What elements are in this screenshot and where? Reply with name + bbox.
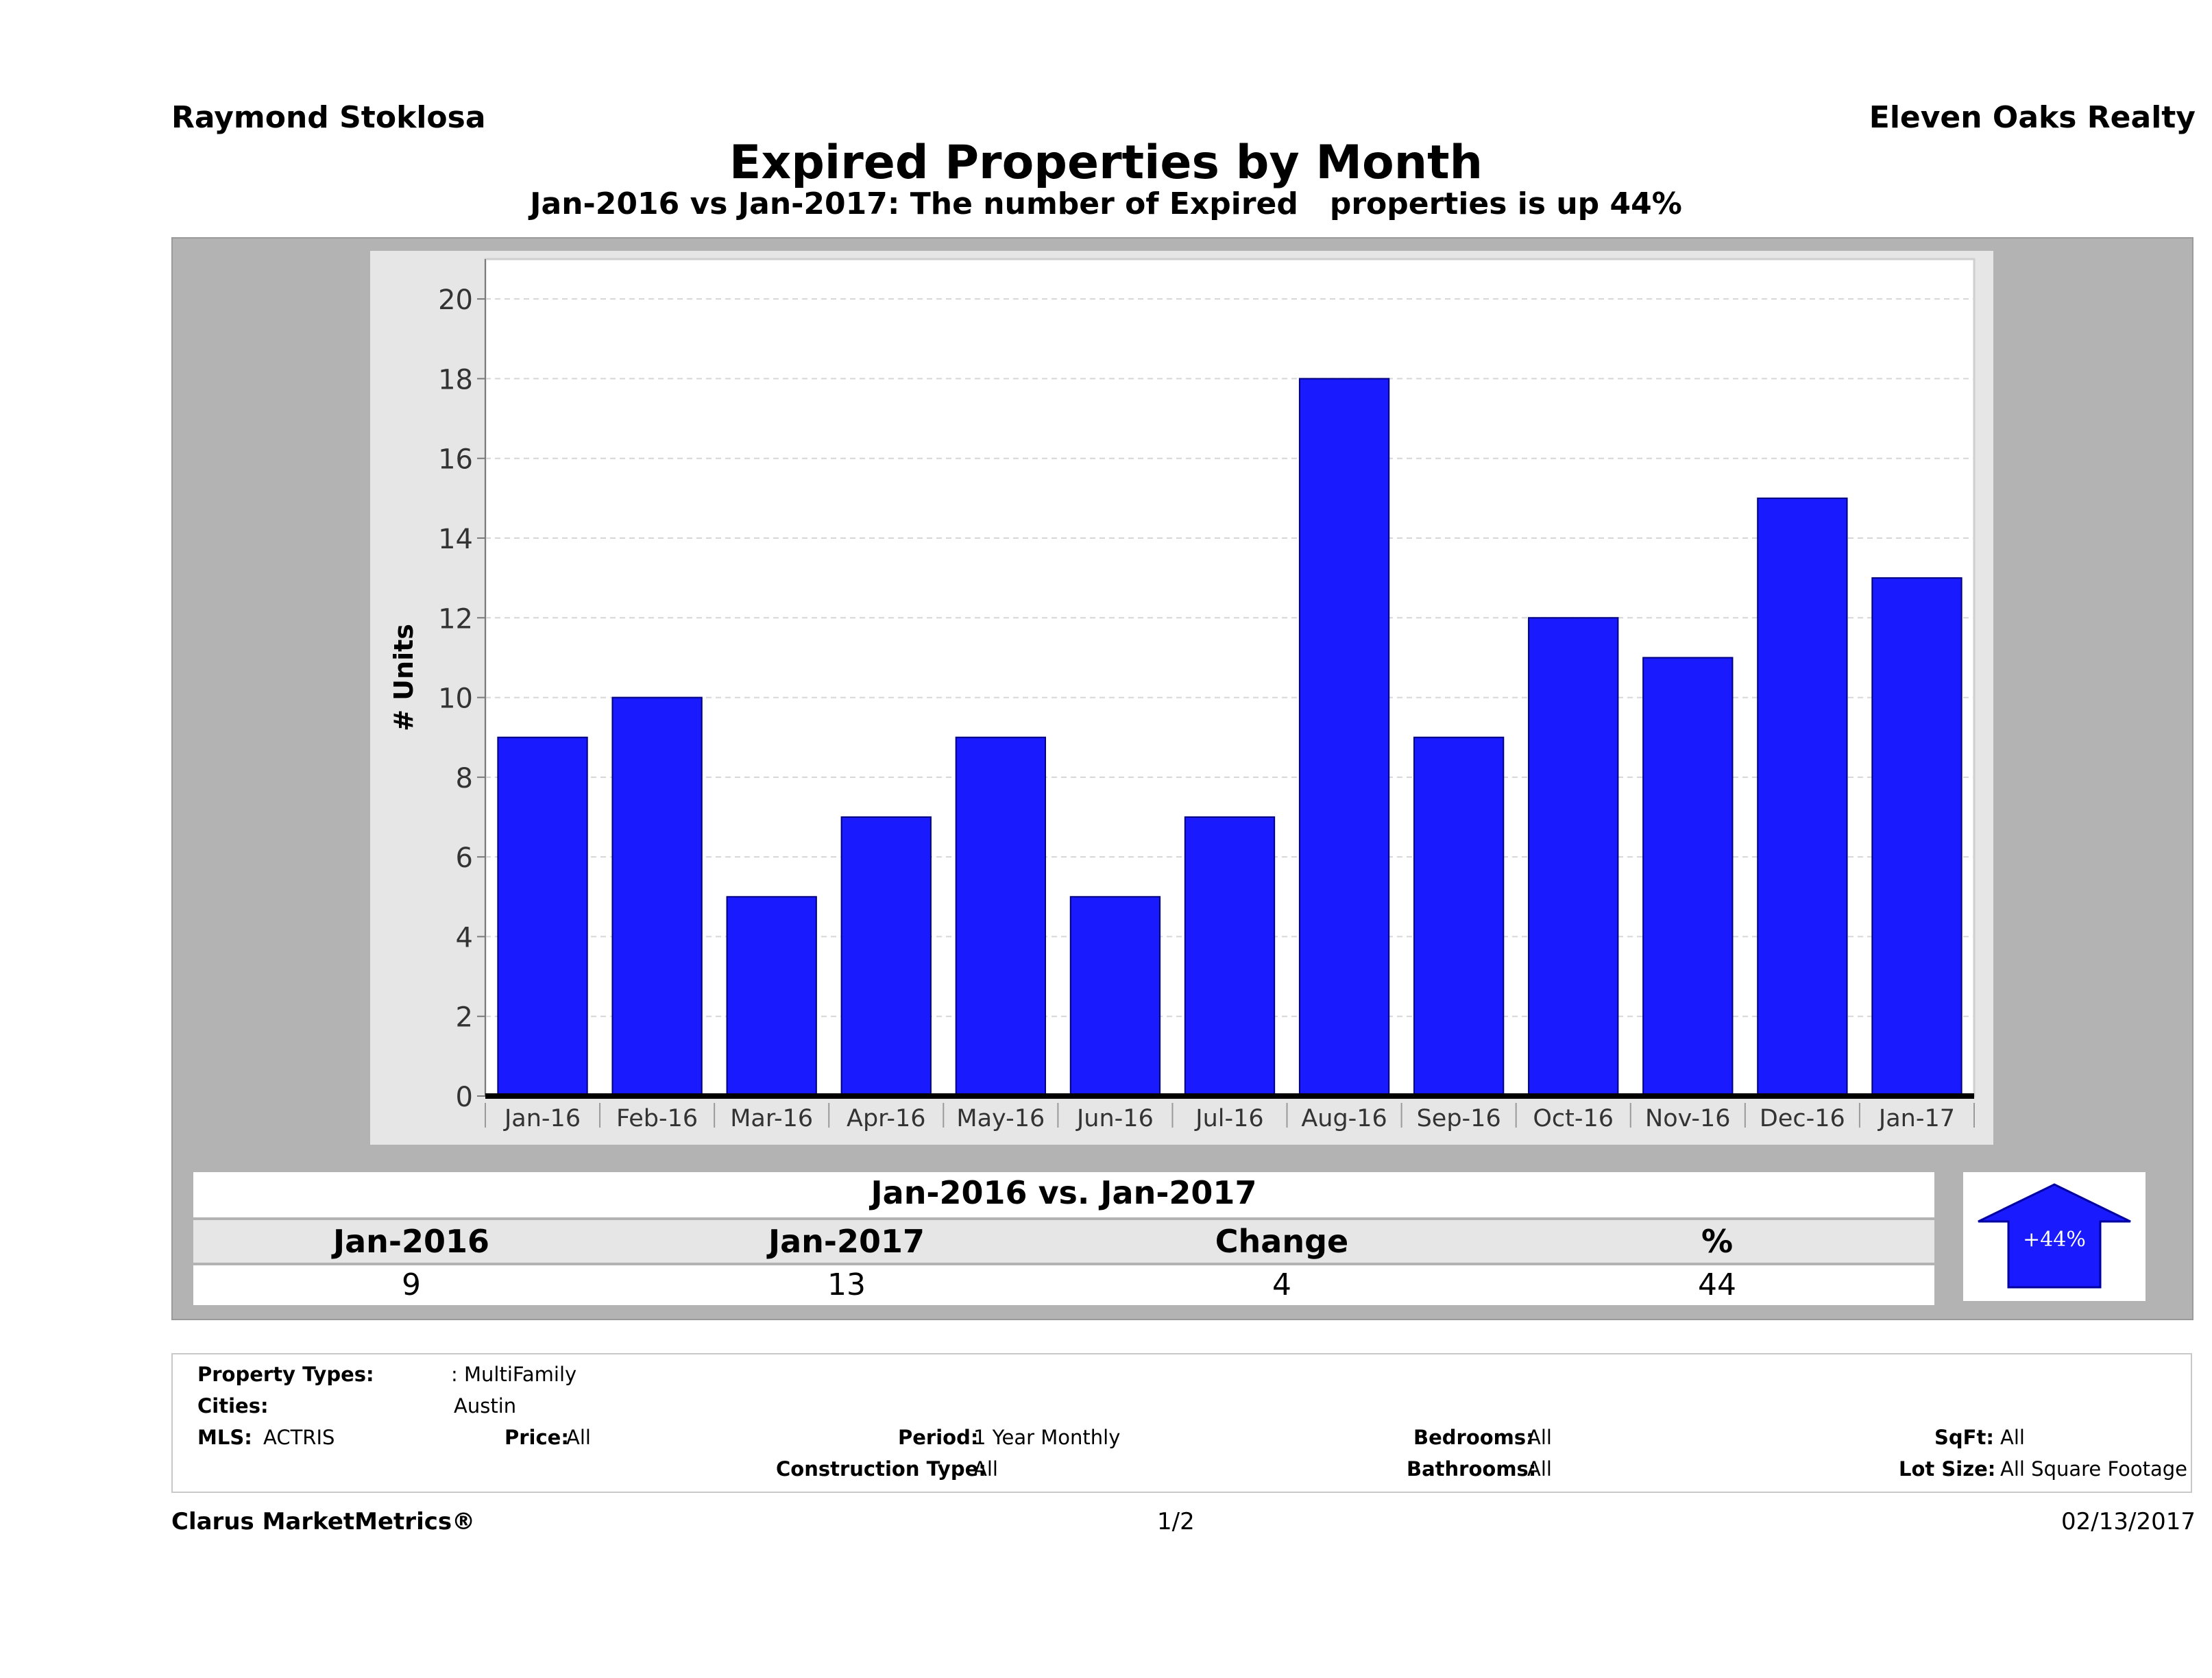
sqft-value: All [2000, 1426, 2025, 1449]
property-types-value: : MultiFamily [451, 1363, 577, 1386]
y-tick-label: 10 [438, 683, 473, 715]
lot-size-label: Lot Size: [1899, 1457, 1996, 1481]
chart-title: Expired Properties by Month [729, 136, 1483, 190]
y-axis-label: # Units [389, 624, 419, 731]
property-types-label: Property Types: [197, 1363, 374, 1386]
bar-feb-16 [611, 696, 703, 1097]
bar-jan-17 [1871, 577, 1962, 1097]
bathrooms-label: Bathrooms: [1407, 1457, 1537, 1481]
bar-chart: 0 2 4 6 8 10 12 14 16 18 20 # Units Jan-16 Feb-16 Mar-… [389, 258, 1976, 1132]
bar-jan-16 [497, 736, 588, 1097]
bar-jun-16 [1069, 896, 1161, 1097]
construction-type-label: Construction Type: [776, 1457, 986, 1481]
comparison-value-row [193, 1265, 1934, 1305]
company-name: Eleven Oaks Realty [1869, 100, 2196, 135]
bar-oct-16 [1528, 617, 1619, 1097]
y-tick-label: 18 [438, 364, 473, 396]
price-value: All [566, 1426, 591, 1449]
bar-aug-16 [1298, 378, 1390, 1097]
agent-name: Raymond Stoklosa [171, 100, 486, 135]
cities-value: Austin [454, 1394, 517, 1418]
bar-may-16 [955, 736, 1047, 1097]
x-tick-label: Feb-16 [616, 1105, 698, 1132]
y-tick-label: 2 [456, 1002, 473, 1034]
x-tick-label: Jan-16 [503, 1105, 581, 1132]
x-tick-label: Jul-16 [1194, 1105, 1263, 1132]
change-badge-label: +44% [2023, 1228, 2086, 1252]
comparison-header-change: Change [1215, 1223, 1349, 1260]
bar-sep-16 [1413, 736, 1505, 1097]
comparison-value-change: 4 [1272, 1267, 1291, 1302]
y-tick-label: 12 [438, 603, 473, 635]
comparison-value-jan-2017: 13 [827, 1267, 866, 1302]
x-tick-label: Aug-16 [1301, 1105, 1387, 1132]
report-details: Property Types: : MultiFamily Cities: Au… [171, 1353, 2192, 1493]
change-badge-box: +44% [1963, 1172, 2146, 1301]
up-arrow-icon: +44% [1978, 1183, 2131, 1289]
x-tick-label: May-16 [956, 1105, 1045, 1132]
x-tick-label: Jan-17 [1877, 1105, 1955, 1132]
mls-label: MLS: [197, 1426, 252, 1449]
bar-mar-16 [726, 896, 817, 1097]
bar-apr-16 [840, 816, 932, 1097]
comparison-header-row [193, 1220, 1934, 1263]
comparison-value-percent: 44 [1698, 1267, 1736, 1302]
price-label: Price: [505, 1426, 569, 1449]
construction-type-value: All [973, 1457, 998, 1481]
bar-dec-16 [1757, 497, 1848, 1097]
bedrooms-label: Bedrooms: [1413, 1426, 1534, 1449]
footer-brand: Clarus MarketMetrics® [171, 1508, 476, 1535]
footer-page-number: 1/2 [1157, 1508, 1195, 1535]
chart-subtitle: Jan-2016 vs Jan-2017: The number of Expi… [530, 186, 1682, 221]
x-tick-label: Apr-16 [847, 1105, 925, 1132]
comparison-title: Jan-2016 vs. Jan-2017 [871, 1174, 1257, 1211]
y-tick-label: 14 [438, 524, 473, 555]
chart-panel: 0 2 4 6 8 10 12 14 16 18 20 # Units Jan-16 Feb-16 Mar-… [370, 251, 1993, 1145]
y-tick-label: 8 [456, 763, 473, 794]
x-tick-label: Dec-16 [1760, 1105, 1845, 1132]
comparison-header-percent: % [1701, 1223, 1734, 1260]
bathrooms-value: All [1527, 1457, 1552, 1481]
y-tick-label: 0 [456, 1082, 473, 1113]
comparison-value-jan-2016: 9 [402, 1267, 421, 1302]
mls-value: ACTRIS [263, 1426, 335, 1449]
x-tick-label: Sep-16 [1417, 1105, 1501, 1132]
comparison-header-jan-2016: Jan-2016 [332, 1223, 490, 1260]
y-tick-label: 20 [438, 284, 473, 316]
lot-size-value: All Square Footage [2000, 1457, 2188, 1481]
cities-label: Cities: [197, 1394, 269, 1418]
bedrooms-value: All [1527, 1426, 1552, 1449]
x-tick-label: Mar-16 [730, 1105, 813, 1132]
sqft-label: SqFt: [1934, 1426, 1994, 1449]
bar-jul-16 [1184, 816, 1276, 1097]
y-tick-label: 6 [456, 842, 473, 874]
bar-nov-16 [1642, 657, 1734, 1097]
x-tick-label: Jun-16 [1075, 1105, 1154, 1132]
x-tick-label: Nov-16 [1645, 1105, 1731, 1132]
comparison-header-jan-2017: Jan-2017 [768, 1223, 925, 1260]
x-tick-label: Oct-16 [1533, 1105, 1614, 1132]
comparison-title-bar [193, 1172, 1934, 1217]
footer-date: 02/13/2017 [2061, 1508, 2196, 1535]
period-label: Period: [898, 1426, 979, 1449]
y-tick-label: 16 [438, 444, 473, 476]
period-value: 1 Year Monthly [973, 1426, 1121, 1449]
y-tick-label: 4 [456, 922, 473, 953]
